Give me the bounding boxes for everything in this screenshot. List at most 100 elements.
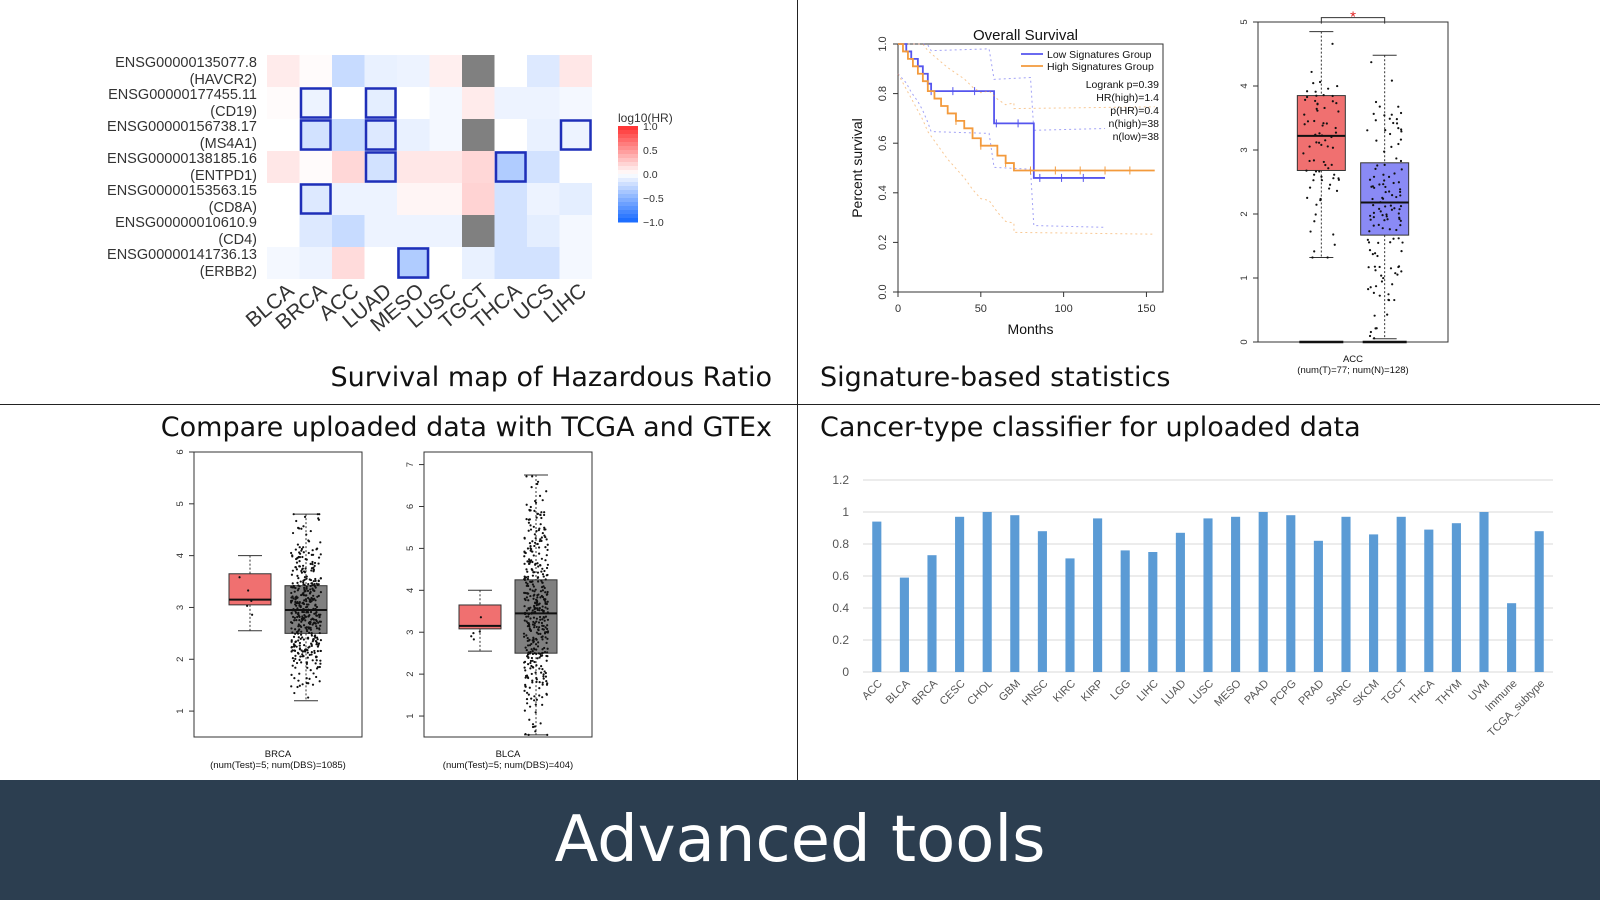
boxplot-point <box>309 529 312 533</box>
boxplot-point <box>296 581 299 584</box>
boxplot-point <box>1331 146 1335 149</box>
boxplot-point <box>523 661 526 664</box>
boxplot-point <box>291 631 294 634</box>
boxplot-point <box>1324 139 1327 142</box>
km-x-tick-label: 150 <box>1137 303 1155 315</box>
boxplot-point <box>536 542 539 546</box>
boxplot-point <box>307 611 310 614</box>
boxplot-point <box>543 586 546 590</box>
boxplot-point <box>298 648 302 651</box>
boxplot-y-tick-label: 2 <box>405 671 416 676</box>
heatmap-cell <box>462 183 495 215</box>
bar-y-tick-label: 0.4 <box>832 601 849 615</box>
boxplot-point <box>302 607 305 611</box>
boxplot-point <box>539 513 542 516</box>
boxplot-point <box>304 615 308 618</box>
boxplot-point <box>1388 117 1391 120</box>
boxplot-point <box>291 664 294 667</box>
boxplot-point <box>542 675 545 678</box>
boxplot-point <box>319 649 322 653</box>
boxplot-point <box>295 595 298 598</box>
boxplot-point <box>1378 265 1381 269</box>
bar <box>1424 529 1434 672</box>
boxplot-point <box>1318 80 1322 84</box>
boxplot-point <box>543 511 546 514</box>
boxplot-y-tick-label: 5 <box>405 546 416 551</box>
boxplot-point <box>532 638 535 641</box>
heatmap-cell <box>527 247 560 279</box>
boxplot-point <box>543 569 546 573</box>
boxplot-point <box>1303 123 1306 126</box>
heatmap-legend-swatch <box>618 170 638 175</box>
heatmap-cell <box>267 151 300 183</box>
heatmap-row-id: ENSG00000135077.8 <box>115 55 257 71</box>
boxplot-point <box>532 571 535 574</box>
boxplot-point <box>1314 213 1317 216</box>
boxplot-point <box>536 480 540 483</box>
boxplot-y-tick-label: 5 <box>1239 19 1250 24</box>
boxplot-point <box>541 618 544 621</box>
boxplot-point <box>1381 197 1385 200</box>
boxplot-point <box>533 624 536 627</box>
bar-x-tick-label: HNSC <box>1020 678 1051 709</box>
boxplot-point <box>525 674 529 677</box>
boxplot-point <box>1374 100 1378 104</box>
boxplot-point <box>1333 243 1336 246</box>
boxplot-point <box>542 585 545 588</box>
boxplot-point <box>290 627 293 630</box>
bar-x-tick-label: CESC <box>938 678 968 708</box>
boxplot-point <box>293 616 296 619</box>
bar-x-tick-label: PRAD <box>1296 678 1326 708</box>
boxplot-point <box>544 559 547 562</box>
boxplot-point <box>1305 169 1308 172</box>
boxplot-point <box>545 659 548 662</box>
boxplot-point <box>296 602 299 605</box>
boxplot-point <box>527 613 530 616</box>
boxplot-point <box>534 711 537 714</box>
bar-x-tick-label: LUAD <box>1159 678 1188 707</box>
heatmap-row-id: ENSG00000010610.9 <box>115 215 257 231</box>
boxplot-point <box>297 625 300 628</box>
boxplot-point <box>1382 183 1385 186</box>
boxplot-point <box>303 575 307 579</box>
boxplot-point <box>308 645 311 648</box>
boxplot-point <box>1391 283 1394 286</box>
boxplot-y-tick-label: 4 <box>1239 83 1250 88</box>
boxplot-point <box>531 475 534 478</box>
signature-stats-panel: Overall Survival 0 50 100 150 0.0 0.2 0.4 0.6 0.8… <box>798 0 1600 404</box>
heatmap-highlight <box>299 183 332 215</box>
boxplot-point <box>525 517 528 521</box>
boxplot-point <box>1400 168 1403 171</box>
boxplot-point <box>1395 195 1398 199</box>
boxplot-point <box>544 615 548 618</box>
boxplot-point <box>310 634 313 637</box>
boxplot-point <box>317 556 321 559</box>
boxplot-point <box>1373 186 1376 189</box>
bar <box>1203 518 1213 672</box>
boxplot-point <box>299 637 302 640</box>
boxplot-point <box>307 696 310 699</box>
boxplot-point <box>1314 170 1318 173</box>
boxplot-point <box>533 699 536 702</box>
boxplot-point <box>308 620 311 624</box>
boxplot-point <box>527 529 530 532</box>
boxplot-point <box>527 575 530 578</box>
heatmap-cell <box>494 55 527 87</box>
boxplot-y-tick-label: 1 <box>1239 275 1250 280</box>
boxplot-point <box>531 665 534 669</box>
boxplot-point <box>1386 218 1389 221</box>
significance-bracket <box>1320 17 1386 24</box>
heatmap-legend-swatch <box>618 198 638 203</box>
boxplot-box <box>514 579 558 654</box>
boxplot-point <box>1387 175 1391 178</box>
heatmap-legend-swatch <box>618 166 638 171</box>
boxplot-point <box>536 562 539 565</box>
boxplot-point <box>304 606 308 609</box>
boxplot-point <box>305 575 308 578</box>
boxplot-point <box>1395 228 1398 232</box>
boxplot-point <box>1335 189 1339 192</box>
boxplot-point <box>523 709 526 712</box>
heatmap-cell <box>559 183 592 215</box>
boxplot-point <box>301 610 304 614</box>
boxplot-point <box>300 661 303 664</box>
